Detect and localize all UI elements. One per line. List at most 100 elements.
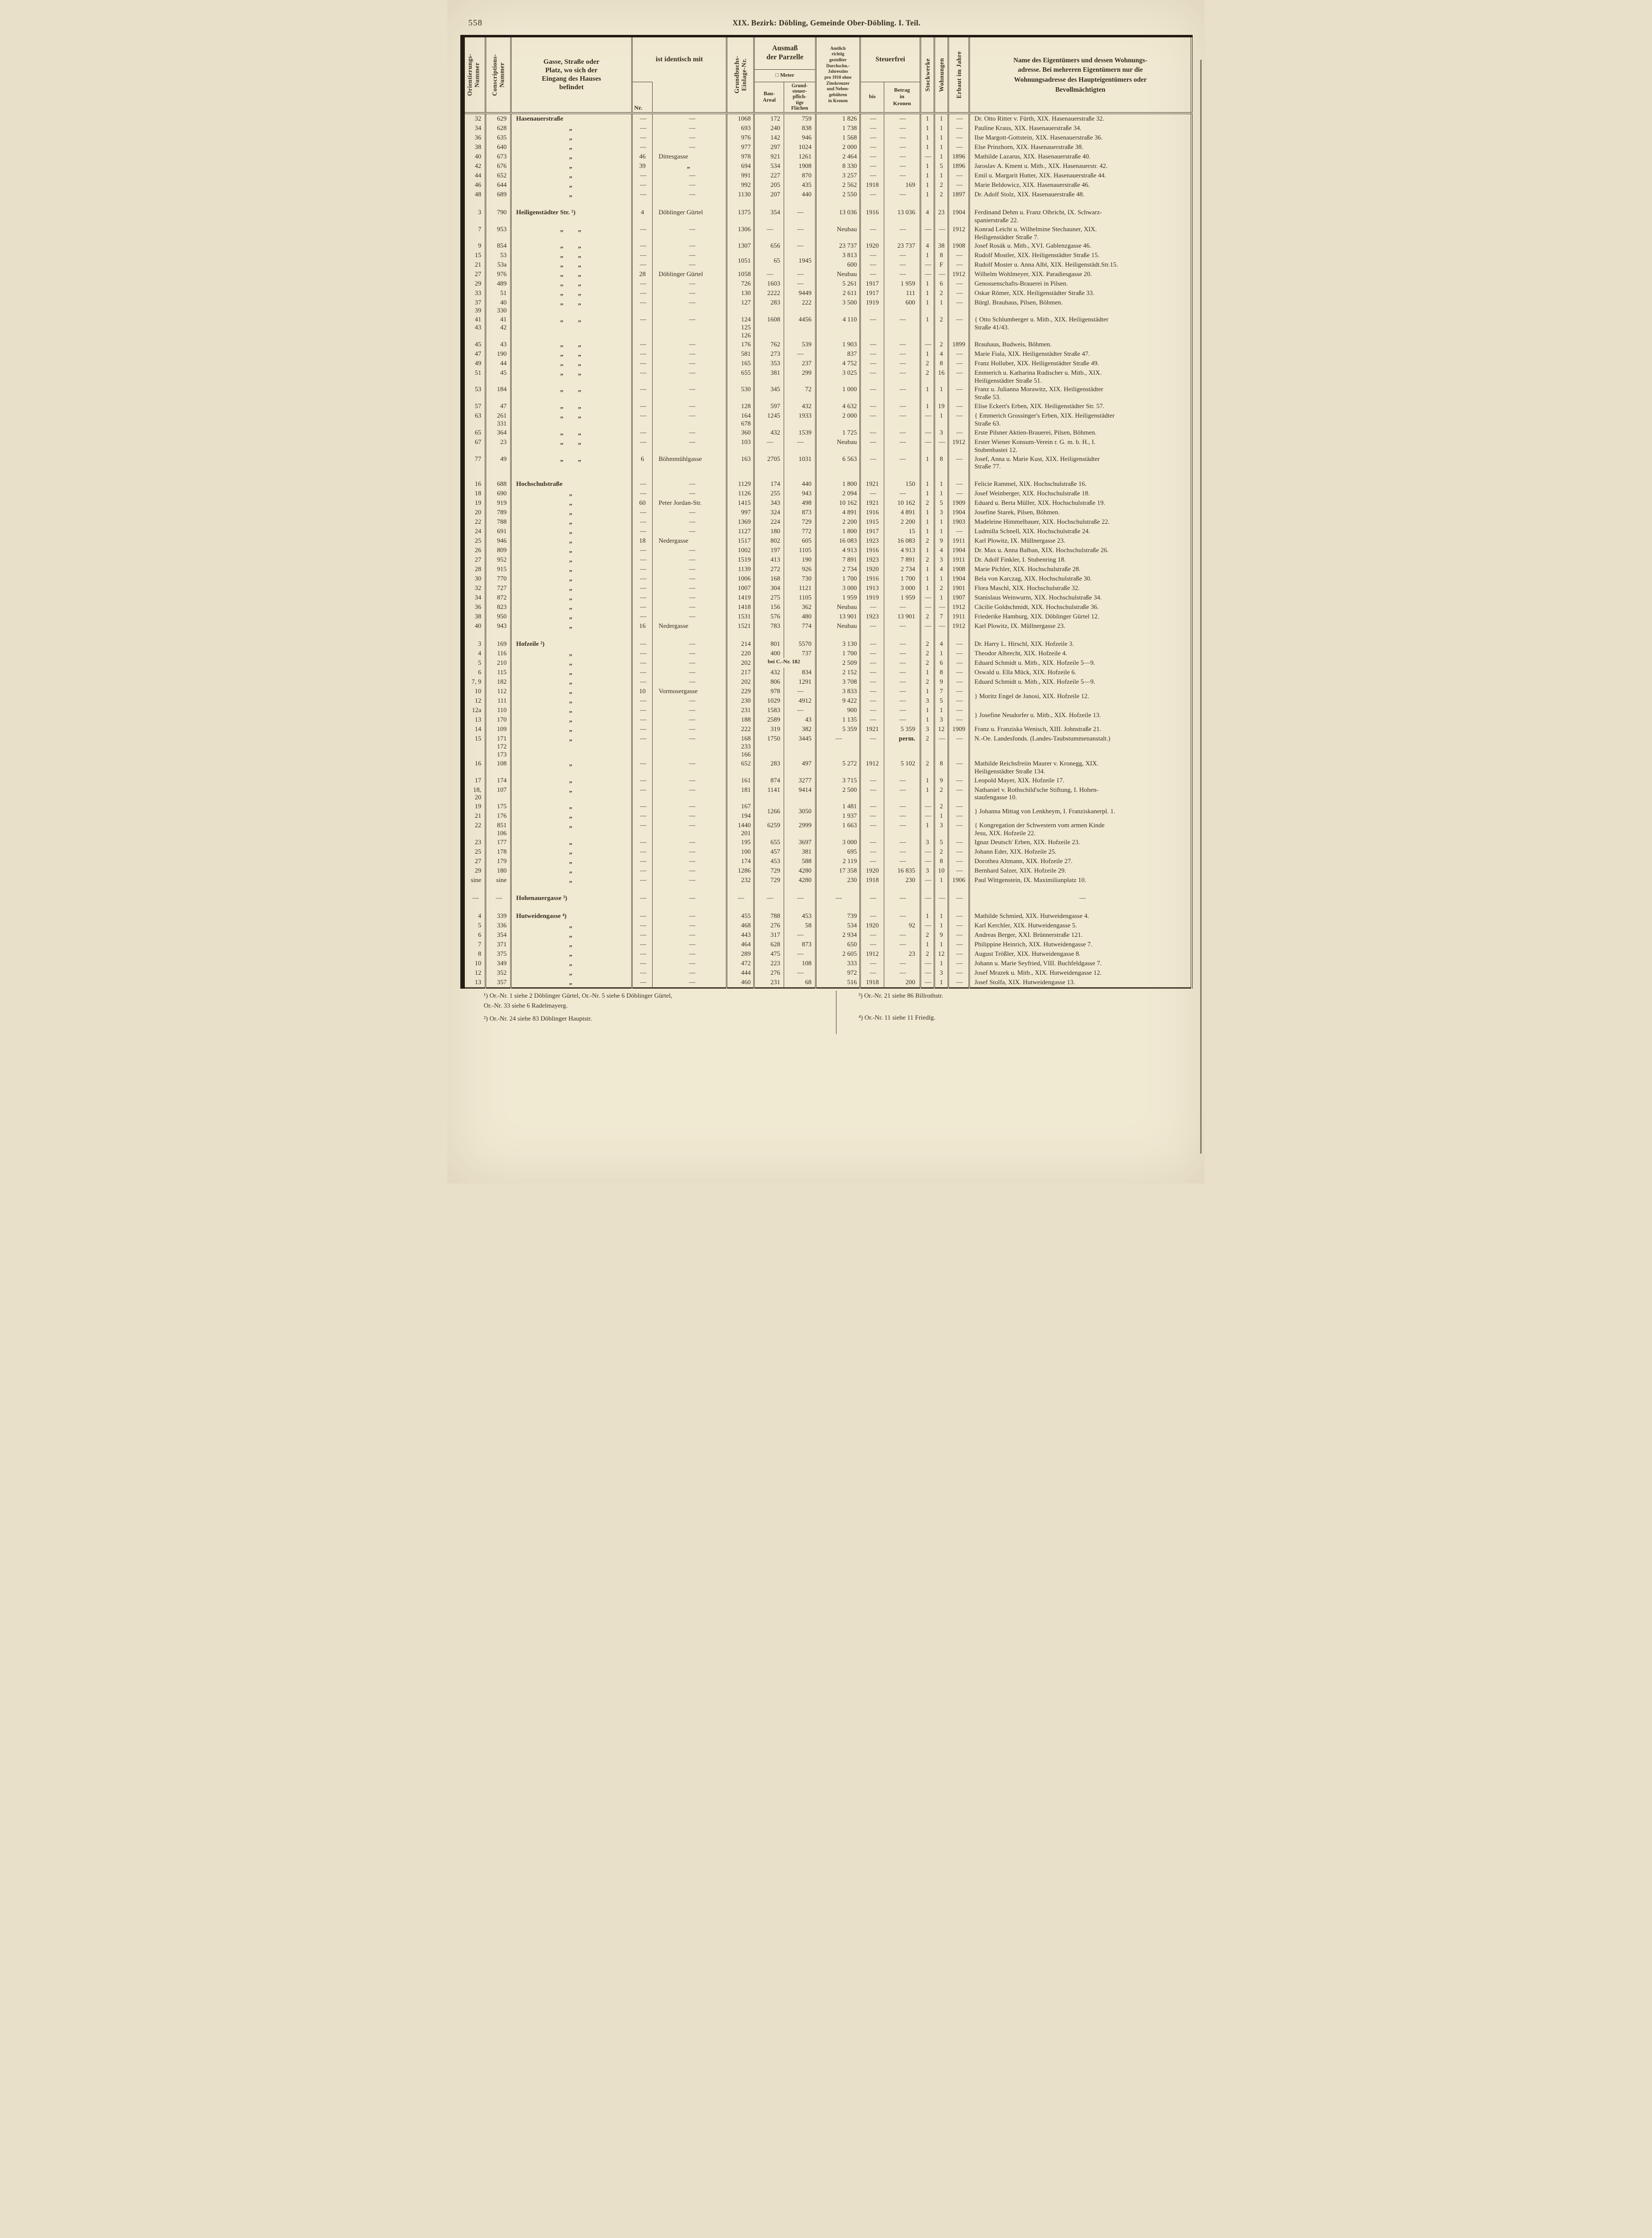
cell-bau: 273 bbox=[753, 349, 784, 359]
cell-bau: 276 bbox=[753, 968, 784, 978]
cell-erbaut: 1901 bbox=[948, 584, 969, 594]
cell-or: 19 bbox=[475, 802, 481, 810]
gap-cell bbox=[726, 199, 754, 208]
cell-or: 18 bbox=[475, 489, 481, 497]
gap-cell bbox=[859, 631, 884, 640]
table-row: 3 790 Heiligenstädter Str. ¹) 4 Döblinger Gü… bbox=[463, 208, 1192, 225]
cell-flaechen: 1121 bbox=[784, 584, 816, 594]
cell-c: 177 bbox=[485, 838, 511, 848]
cell-idnr: — bbox=[631, 758, 653, 776]
cell-zins: Neubau bbox=[815, 437, 860, 454]
cell-owner: Marie Pichler, XIX. Hochschulstraße 28. bbox=[968, 565, 1192, 575]
cell-betrag: — bbox=[884, 124, 921, 133]
cell-or: 3 bbox=[478, 208, 482, 216]
gap-cell bbox=[815, 199, 860, 208]
cell-bau: 304 bbox=[753, 584, 784, 594]
cell-or: 34 bbox=[475, 594, 481, 601]
cell-idnr: — bbox=[631, 696, 653, 706]
cell-or: 41 43 bbox=[475, 315, 481, 331]
table-row: 13 357 „ — —460 231 68 516 1918 200—1— Josef Stolf… bbox=[463, 978, 1192, 988]
cell-idname: Dittesgasse bbox=[652, 152, 727, 161]
cell-bau: 207 bbox=[753, 190, 784, 199]
cell-street: „ bbox=[510, 758, 632, 776]
cell-idnr: — bbox=[631, 437, 653, 454]
cell-stock: — bbox=[920, 894, 935, 903]
cell-idname: — bbox=[652, 315, 727, 340]
cell-idname: — bbox=[652, 876, 727, 886]
cell-wohn: 7 bbox=[934, 687, 949, 697]
cell-stock: 1 bbox=[920, 911, 935, 921]
cell-c: 169 bbox=[485, 639, 511, 649]
cell-or: 32 bbox=[475, 584, 481, 592]
cell-or: sine bbox=[471, 876, 481, 884]
cell-erbaut: — bbox=[948, 368, 969, 385]
cell-idnr: — bbox=[631, 428, 653, 438]
cell-idname: — bbox=[652, 124, 727, 133]
cell-stock: 1 bbox=[920, 479, 935, 489]
cell-erbaut: — bbox=[948, 124, 969, 133]
cell-c: 640 bbox=[485, 143, 511, 152]
cell-einlage: 188 bbox=[726, 715, 754, 725]
cell-einlage: 443 bbox=[726, 930, 754, 940]
cell-street: „ „ bbox=[510, 251, 632, 261]
gap-cell bbox=[884, 903, 921, 912]
cell-idname: — bbox=[652, 593, 727, 603]
cell-erbaut: — bbox=[948, 802, 969, 812]
cell-wohn: 8 bbox=[934, 358, 949, 368]
cell-einlage: 217 bbox=[726, 668, 754, 678]
page-header: 558 XIX. Bezirk: Döbling, Gemeinde Ober-… bbox=[460, 12, 1193, 35]
table-row: 9 854 „ „ — —1307 656—23 737 1920 23 737 4 38 1908… bbox=[463, 241, 1192, 251]
cell-betrag: 600 bbox=[884, 298, 921, 315]
cell-bis: — bbox=[859, 358, 884, 368]
cell-c: 43 bbox=[485, 339, 511, 349]
cell-idname: — bbox=[652, 368, 727, 385]
cell-wohn: 1 bbox=[934, 574, 949, 584]
cell-einlage: 128 bbox=[726, 402, 754, 412]
cell-einlage: 1517 bbox=[726, 536, 754, 546]
cell-bis: — bbox=[859, 639, 884, 649]
cell-c: 178 bbox=[485, 847, 511, 857]
header-ausmass-der-parzelle: Ausmaß der Parzelle bbox=[753, 36, 816, 70]
cell-erbaut: 1911 bbox=[948, 536, 969, 546]
cell-zins: Neubau bbox=[815, 602, 860, 612]
cell-erbaut: 1912 bbox=[948, 224, 969, 242]
cell-erbaut: — bbox=[948, 289, 969, 298]
cell-bis: 1921 bbox=[859, 498, 884, 508]
cell-zins: 2 000 bbox=[815, 143, 860, 152]
cell-stock: 1 bbox=[920, 775, 935, 785]
cell-owner: Bernhard Salzer, XIX. Hofzeile 29. bbox=[968, 866, 1192, 876]
cell-owner: Josef Weinberger, XIX. Hochschulstraße 1… bbox=[968, 489, 1192, 499]
header-ident-nr: Nr. bbox=[631, 82, 653, 113]
gap-cell bbox=[631, 631, 653, 640]
cell-einlage: 1051 bbox=[726, 251, 754, 270]
cell-einlage: 1531 bbox=[726, 612, 754, 622]
cell-bis: — bbox=[859, 602, 884, 612]
cell-bau: 874 bbox=[753, 775, 784, 785]
cell-einlage: 444 bbox=[726, 968, 754, 978]
cell-betrag: — bbox=[884, 857, 921, 867]
cell-owner: Nathaniel v. Rothschild'sche Stiftung, I… bbox=[968, 785, 1192, 802]
cell-street: „ bbox=[510, 489, 632, 499]
cell-street: „ bbox=[510, 658, 632, 668]
cell-bis: 1916 bbox=[859, 508, 884, 518]
cell-betrag: — bbox=[884, 411, 921, 428]
cell-or: 47 bbox=[475, 349, 481, 357]
cell-c: 49 bbox=[485, 454, 511, 471]
cell-flaechen: 3277 bbox=[784, 775, 816, 785]
cell-flaechen: 539 bbox=[784, 339, 816, 349]
cell-street: „ bbox=[510, 847, 632, 857]
cell-flaechen: 838 bbox=[784, 124, 816, 133]
table-row: 10 112 „ 10 Vormosergasse 229 978—3 833— —1 7—} … bbox=[463, 687, 1192, 706]
cell-bau: — bbox=[753, 270, 784, 280]
cell-einlage: 130 bbox=[726, 289, 754, 298]
cell-or: — bbox=[472, 894, 479, 902]
cell-idnr: — bbox=[631, 143, 653, 152]
cell-zins: 2 550 bbox=[815, 190, 860, 199]
gap-cell bbox=[920, 885, 935, 894]
cell-zins: 1 000 bbox=[815, 385, 860, 402]
cell-flaechen: — bbox=[784, 208, 816, 225]
cell-einlage: 202 bbox=[726, 658, 754, 668]
cell-zins: 230 bbox=[815, 876, 860, 886]
footnotes-right-column: ³) Or.-Nr. 21 siehe 86 Billrothstr. ⁴) O… bbox=[836, 991, 1193, 1035]
gap-cell bbox=[948, 885, 969, 894]
